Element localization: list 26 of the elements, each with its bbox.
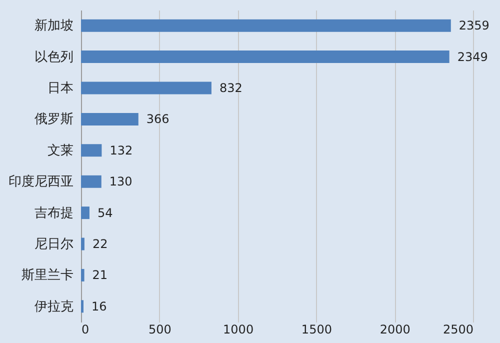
y-tick-label: 尼日尔 <box>34 237 74 252</box>
data-label: 22 <box>92 237 108 251</box>
y-tick-label: 俄罗斯 <box>34 112 74 128</box>
x-tick-label: 500 <box>148 322 172 336</box>
y-tick-label: 伊拉克 <box>34 299 74 314</box>
x-tick-label: 0 <box>82 322 90 336</box>
data-label: 366 <box>146 112 170 126</box>
y-tick-label: 文莱 <box>48 143 74 158</box>
y-tick-label: 日本 <box>48 81 74 96</box>
y-tick-label: 印度尼西亚 <box>8 174 74 190</box>
y-tick-label: 新加坡 <box>34 18 74 34</box>
x-tick-label: 2000 <box>380 322 410 336</box>
y-tick-label: 吉布提 <box>34 206 74 221</box>
data-label: 130 <box>109 174 132 189</box>
y-tick-label: 以色列 <box>34 50 74 65</box>
x-tick-label: 1000 <box>223 322 254 336</box>
data-label: 2359 <box>458 18 490 33</box>
data-label: 54 <box>97 206 113 220</box>
data-label: 16 <box>92 299 107 314</box>
data-label: 21 <box>92 268 108 282</box>
data-label: 132 <box>110 143 133 158</box>
data-label: 832 <box>219 81 242 95</box>
x-tick-label: 1500 <box>301 322 332 336</box>
x-tick-label: 2500 <box>442 322 474 336</box>
y-tick-label: 斯里兰卡 <box>22 268 74 284</box>
data-label: 2349 <box>457 50 488 64</box>
